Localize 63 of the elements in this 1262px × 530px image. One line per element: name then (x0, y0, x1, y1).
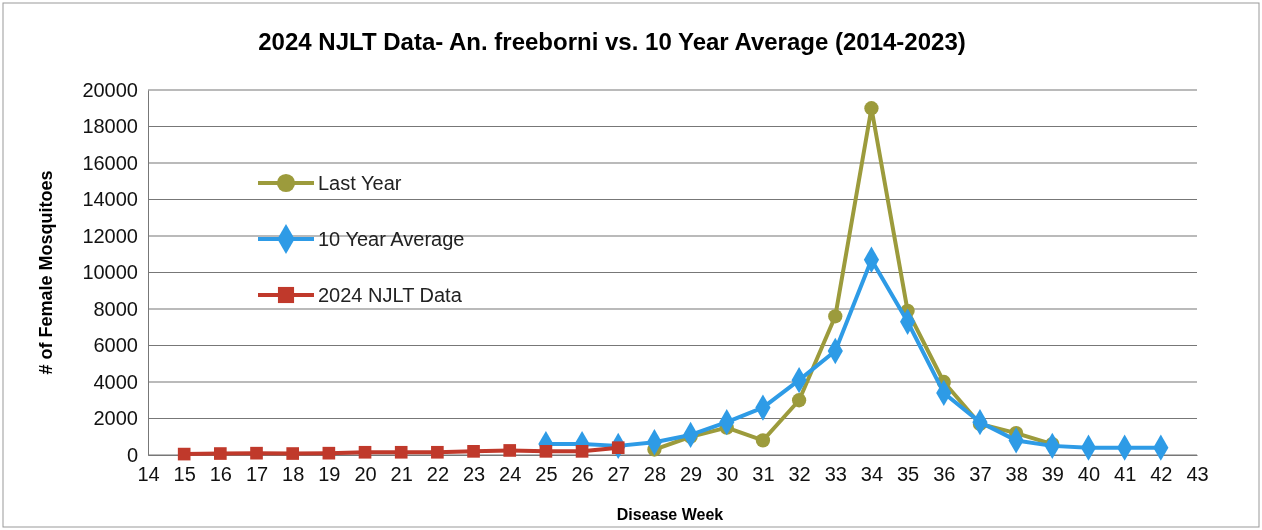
legend-label: Last Year (318, 172, 402, 194)
x-axis-title: Disease Week (616, 506, 724, 523)
x-tick-label: 22 (426, 463, 449, 486)
y-tick-label: 4000 (93, 370, 138, 393)
y-tick-label: 2000 (93, 407, 138, 430)
point (322, 446, 336, 460)
x-tick-label: 33 (824, 463, 847, 486)
x-tick-label: 15 (173, 463, 196, 486)
x-tick-label: 23 (462, 463, 486, 486)
y-tick-label: 20000 (82, 78, 138, 101)
x-tick-label: 37 (969, 463, 992, 486)
point (755, 433, 771, 448)
point (575, 445, 589, 458)
x-tick-label: 28 (643, 463, 667, 486)
point (431, 445, 444, 459)
x-tick-label: 18 (282, 463, 305, 486)
point (286, 447, 300, 460)
x-tick-label: 20 (354, 463, 377, 486)
x-tick-label: 36 (933, 463, 956, 486)
y-tick-label: 18000 (82, 115, 138, 138)
chart-title: 2024 NJLT Data- An. freeborni vs. 10 Year Average (2014-2023) (258, 28, 966, 55)
point (214, 447, 227, 460)
y-tick-label: 8000 (93, 297, 138, 320)
point (467, 445, 480, 458)
y-tick-label: 0 (126, 443, 138, 466)
x-tick-label: 35 (897, 463, 920, 486)
point (394, 445, 408, 459)
x-tick-label: 27 (607, 463, 630, 486)
point (177, 447, 191, 461)
x-tick-label: 19 (318, 463, 341, 486)
point (864, 101, 879, 116)
x-tick-label: 32 (788, 463, 811, 486)
legend-label: 2024 NJLT Data (318, 284, 463, 306)
y-tick-label: 16000 (82, 151, 138, 174)
y-tick-label: 12000 (82, 224, 138, 247)
x-tick-label: 26 (571, 463, 594, 486)
y-tick-label: 14000 (82, 188, 138, 211)
x-tick-label: 21 (390, 463, 413, 486)
x-tick-label: 40 (1077, 463, 1101, 486)
x-tick-label: 34 (860, 463, 884, 486)
x-tick-label: 16 (209, 463, 232, 486)
y-tick-label: 10000 (82, 261, 138, 284)
point (828, 309, 843, 324)
x-tick-label: 43 (1186, 463, 1209, 486)
y-tick-label: 6000 (93, 334, 138, 357)
x-tick-label: 17 (245, 463, 269, 486)
x-tick-label: 24 (499, 463, 522, 486)
point (358, 445, 372, 459)
x-tick-label: 41 (1114, 463, 1137, 486)
x-tick-label: 38 (1005, 463, 1028, 486)
point (503, 444, 517, 457)
x-tick-label: 14 (137, 463, 160, 486)
x-tick-label: 42 (1150, 463, 1173, 486)
x-tick-label: 31 (752, 463, 775, 486)
point (539, 445, 553, 458)
x-tick-label: 29 (679, 463, 703, 486)
point (791, 393, 807, 408)
point (250, 446, 263, 460)
x-tick-label: 39 (1041, 463, 1064, 486)
x-tick-label: 30 (716, 463, 739, 486)
x-tick-label: 25 (535, 463, 558, 486)
y-axis-title: # of Female Mosquitoes (36, 170, 56, 375)
legend-label: 10 Year Average (318, 228, 465, 250)
